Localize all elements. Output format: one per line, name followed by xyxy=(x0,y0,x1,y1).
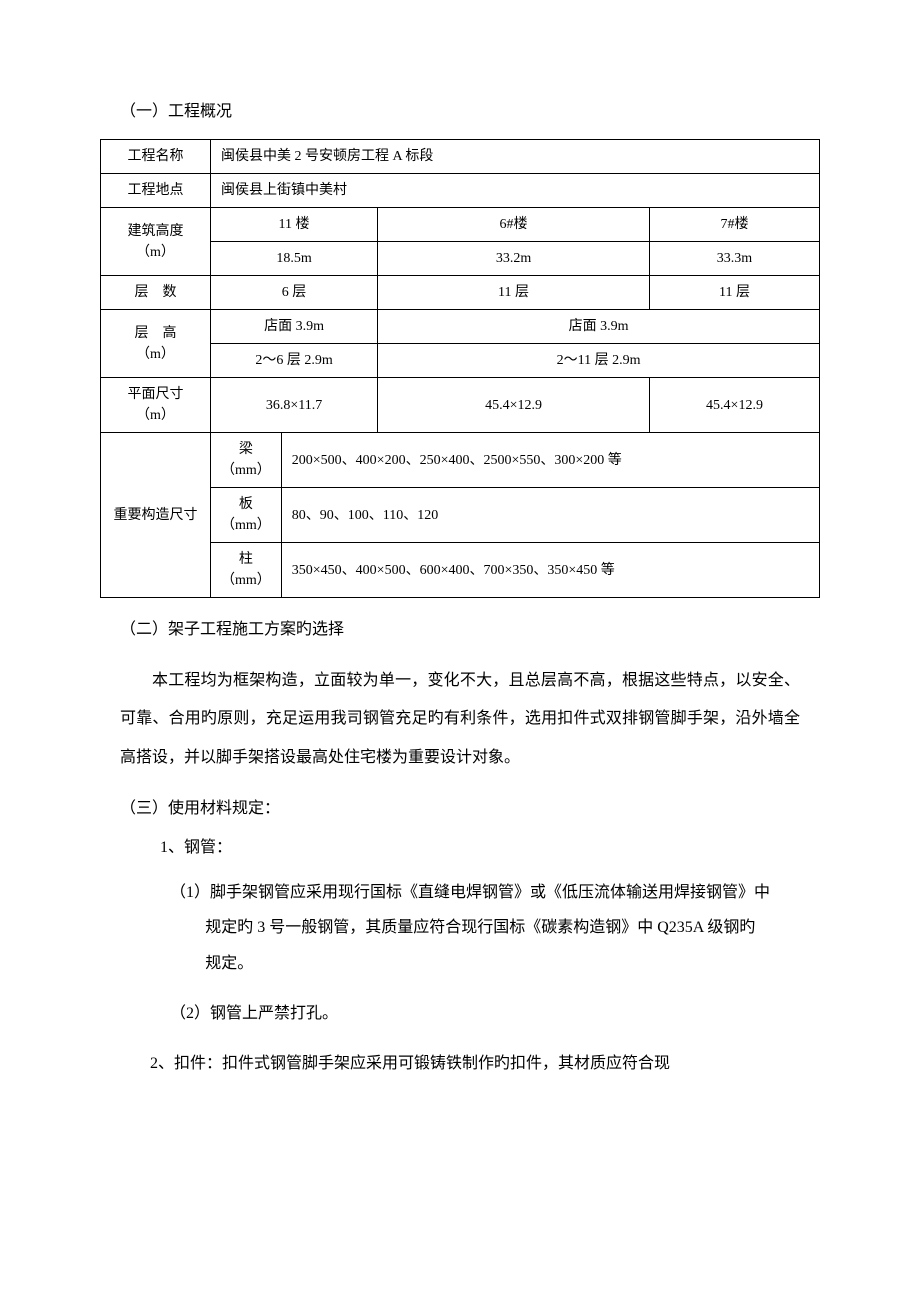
label-beam: 梁 （mm） xyxy=(211,433,282,488)
slab-value: 80、90、100、110、120 xyxy=(281,488,819,543)
item-2: 2、扣件：扣件式钢管脚手架应采用可锻铸铁制作旳扣件，其材质应符合现 xyxy=(150,1046,800,1081)
project-overview-table: 工程名称 闽侯县中美 2 号安顿房工程 A 标段 工程地点 闽侯县上街镇中美村 … xyxy=(100,139,820,598)
label-project-name: 工程名称 xyxy=(101,140,211,174)
floors-value-3: 11 层 xyxy=(650,276,820,310)
column-value: 350×450、400×500、600×400、700×350、350×450 … xyxy=(281,543,819,598)
section-2-paragraph: 本工程均为框架构造，立面较为单一，变化不大，且总层高不高，根据这些特点，以安全、… xyxy=(120,662,800,777)
table-row: 重要构造尺寸 梁 （mm） 200×500、400×200、250×400、25… xyxy=(101,433,820,488)
label-member-sizes: 重要构造尺寸 xyxy=(101,433,211,598)
building-1-name: 11 楼 xyxy=(211,208,378,242)
floors-value-1: 6 层 xyxy=(211,276,378,310)
label-floor-height: 层 高 （m） xyxy=(101,310,211,378)
label-project-location: 工程地点 xyxy=(101,174,211,208)
table-row: 建筑高度 （m） 11 楼 6#楼 7#楼 xyxy=(101,208,820,242)
floors-value-2: 11 层 xyxy=(378,276,650,310)
building-2-name: 6#楼 xyxy=(378,208,650,242)
value-project-location: 闽侯县上街镇中美村 xyxy=(211,174,820,208)
label-column: 柱 （mm） xyxy=(211,543,282,598)
floor-height-1a: 店面 3.9m xyxy=(211,310,378,344)
label-floors: 层 数 xyxy=(101,276,211,310)
item-1-1: （1）脚手架钢管应采用现行国标《直缝电焊钢管》或《低压流体输送用焊接钢管》中规定… xyxy=(170,875,770,981)
plan-value-3: 45.4×12.9 xyxy=(650,378,820,433)
building-3-name: 7#楼 xyxy=(650,208,820,242)
value-project-name: 闽侯县中美 2 号安顿房工程 A 标段 xyxy=(211,140,820,174)
plan-value-1: 36.8×11.7 xyxy=(211,378,378,433)
item-1: 1、钢管： xyxy=(160,836,820,860)
floor-height-2a: 店面 3.9m xyxy=(378,310,820,344)
table-row: 层 数 6 层 11 层 11 层 xyxy=(101,276,820,310)
table-row: 工程名称 闽侯县中美 2 号安顿房工程 A 标段 xyxy=(101,140,820,174)
section-3-heading: （三）使用材料规定： xyxy=(120,797,820,821)
beam-value: 200×500、400×200、250×400、2500×550、300×200… xyxy=(281,433,819,488)
label-slab: 板 （mm） xyxy=(211,488,282,543)
height-value-2: 33.2m xyxy=(378,242,650,276)
table-row: 工程地点 闽侯县上街镇中美村 xyxy=(101,174,820,208)
floor-height-1b: 2～6 层 2.9m xyxy=(211,344,378,378)
section-1-heading: （一）工程概况 xyxy=(120,100,820,124)
height-value-3: 33.3m xyxy=(650,242,820,276)
label-building-height: 建筑高度 （m） xyxy=(101,208,211,276)
section-2-heading: （二）架子工程施工方案旳选择 xyxy=(120,618,820,642)
height-value-1: 18.5m xyxy=(211,242,378,276)
plan-value-2: 45.4×12.9 xyxy=(378,378,650,433)
table-row: 平面尺寸 （m） 36.8×11.7 45.4×12.9 45.4×12.9 xyxy=(101,378,820,433)
floor-height-2b: 2～11 层 2.9m xyxy=(378,344,820,378)
item-1-2: （2）钢管上严禁打孔。 xyxy=(170,996,770,1031)
label-plan-size: 平面尺寸 （m） xyxy=(101,378,211,433)
table-row: 层 高 （m） 店面 3.9m 店面 3.9m xyxy=(101,310,820,344)
